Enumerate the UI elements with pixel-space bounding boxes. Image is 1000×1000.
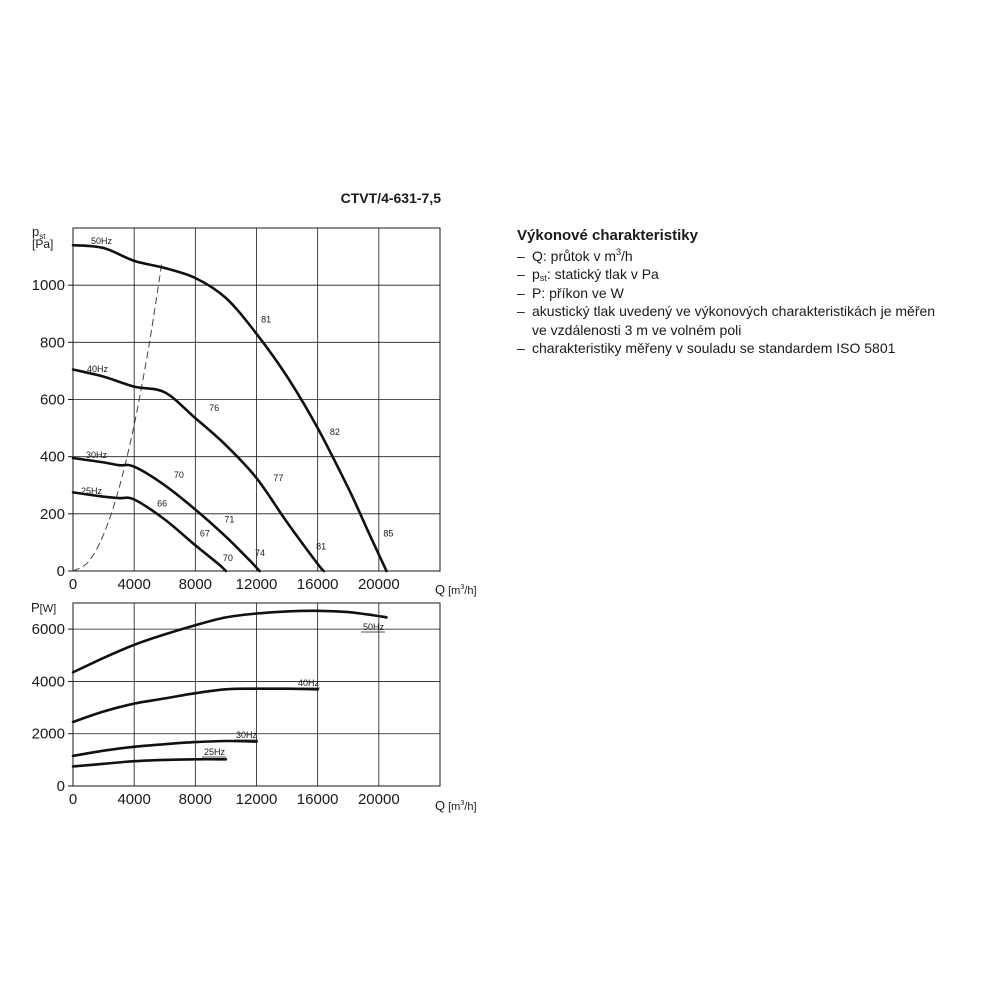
pressure-y-unit: [Pa] bbox=[32, 237, 53, 251]
power-series-labels: 50Hz 40Hz 30Hz 25Hz bbox=[202, 622, 385, 758]
y-tick-label: 1000 bbox=[32, 277, 65, 294]
system-curve bbox=[72, 263, 163, 572]
legend-item-standard: – charakteristiky měřeny v souladu se sta… bbox=[517, 340, 896, 356]
pressure-annotations: 81 82 85 76 77 81 70 71 74 66 67 70 bbox=[157, 314, 393, 563]
y-tick-label: 2000 bbox=[32, 726, 65, 743]
pressure-series-labels: 50Hz 40Hz 30Hz 25Hz bbox=[81, 236, 113, 496]
series-label-40hz: 40Hz bbox=[87, 364, 109, 374]
x-tick-label: 4000 bbox=[117, 791, 150, 808]
power-y-label: P[W] bbox=[31, 600, 56, 615]
legend-item-acoustic-cont: ve vzdálenosti 3 m ve volném poli bbox=[532, 321, 742, 338]
noise-level-label: 70 bbox=[223, 553, 233, 563]
series-line-40hz bbox=[71, 368, 326, 573]
x-tick-label: 0 bbox=[69, 576, 77, 593]
power-plot: 0 2000 4000 6000 0 4000 8000 12000 16000 20000 P… bbox=[31, 600, 477, 813]
power-series bbox=[71, 609, 388, 768]
noise-level-label: 77 bbox=[273, 473, 283, 483]
series-label-50hz: 50Hz bbox=[363, 622, 385, 632]
series-label-50hz: 50Hz bbox=[91, 236, 113, 246]
series-line-50hz bbox=[71, 243, 388, 573]
y-tick-label: 6000 bbox=[32, 621, 65, 638]
pressure-series bbox=[71, 243, 388, 573]
noise-level-label: 71 bbox=[224, 514, 234, 524]
x-tick-label: 16000 bbox=[297, 791, 339, 808]
power-plot-frame bbox=[72, 602, 441, 787]
noise-level-label: 81 bbox=[261, 314, 271, 324]
legend-title: Výkonové charakteristiky bbox=[517, 227, 698, 244]
x-tick-label: 0 bbox=[69, 791, 77, 808]
pressure-y-ticks: 0 200 400 600 800 1000 bbox=[32, 277, 73, 580]
noise-level-label: 67 bbox=[200, 529, 210, 539]
noise-level-label: 74 bbox=[255, 548, 265, 558]
y-tick-label: 800 bbox=[40, 334, 65, 351]
chart-legend-notes: Výkonové charakteristiky – Q: průtok v m3… bbox=[517, 227, 997, 358]
series-line-50hz bbox=[71, 609, 388, 674]
x-tick-label: 20000 bbox=[358, 791, 400, 808]
x-tick-label: 12000 bbox=[236, 791, 278, 808]
legend-item-power: – P: příkon ve W bbox=[517, 284, 624, 301]
noise-level-label: 82 bbox=[330, 427, 340, 437]
series-label-25hz: 25Hz bbox=[204, 747, 226, 757]
x-tick-label: 4000 bbox=[117, 576, 150, 593]
noise-level-label: 81 bbox=[316, 542, 326, 552]
power-x-ticks: 0 4000 8000 12000 16000 20000 bbox=[69, 791, 400, 808]
pressure-x-label: Q [m3/h] bbox=[435, 582, 477, 597]
series-label-25hz: 25Hz bbox=[81, 486, 103, 496]
y-tick-label: 200 bbox=[40, 506, 65, 523]
legend-item-acoustic: – akustický tlak uvedený ve výkonových ch… bbox=[517, 303, 936, 319]
y-tick-label: 4000 bbox=[32, 673, 65, 690]
noise-level-label: 70 bbox=[174, 470, 184, 480]
y-tick-label: 0 bbox=[57, 778, 65, 795]
x-tick-label: 12000 bbox=[236, 576, 278, 593]
power-x-label: Q [m3/h] bbox=[435, 798, 477, 813]
chart-title: CTVT/4-631-7,5 bbox=[341, 190, 442, 206]
power-y-ticks: 0 2000 4000 6000 bbox=[32, 621, 73, 795]
series-label-40hz: 40Hz bbox=[298, 678, 320, 688]
series-label-30hz: 30Hz bbox=[236, 730, 258, 740]
pressure-grid bbox=[73, 228, 440, 571]
noise-level-label: 76 bbox=[209, 403, 219, 413]
series-line-40hz bbox=[71, 687, 319, 724]
noise-level-label: 85 bbox=[383, 529, 393, 539]
series-line-30hz bbox=[71, 456, 261, 573]
y-tick-label: 400 bbox=[40, 449, 65, 466]
noise-level-label: 66 bbox=[157, 499, 167, 509]
series-line-25hz bbox=[71, 491, 228, 573]
x-tick-label: 20000 bbox=[358, 576, 400, 593]
pressure-x-ticks: 0 4000 8000 12000 16000 20000 bbox=[69, 576, 400, 593]
y-tick-label: 0 bbox=[57, 563, 65, 580]
power-grid bbox=[73, 603, 440, 786]
series-label-30hz: 30Hz bbox=[86, 450, 108, 460]
series-line-25hz bbox=[71, 757, 228, 768]
legend-item-flow: – Q: průtok v m3/h bbox=[517, 246, 633, 264]
series-line-30hz bbox=[71, 739, 258, 758]
x-tick-label: 16000 bbox=[297, 576, 339, 593]
y-tick-label: 600 bbox=[40, 392, 65, 409]
pressure-plot: 0 200 400 600 800 1000 0 4000 8000 12000 16000 200… bbox=[32, 224, 477, 597]
pressure-y-label: pst bbox=[32, 224, 46, 241]
legend-item-static-pressure: – pst: statický tlak v Pa bbox=[517, 266, 659, 283]
x-tick-label: 8000 bbox=[179, 791, 212, 808]
x-tick-label: 8000 bbox=[179, 576, 212, 593]
